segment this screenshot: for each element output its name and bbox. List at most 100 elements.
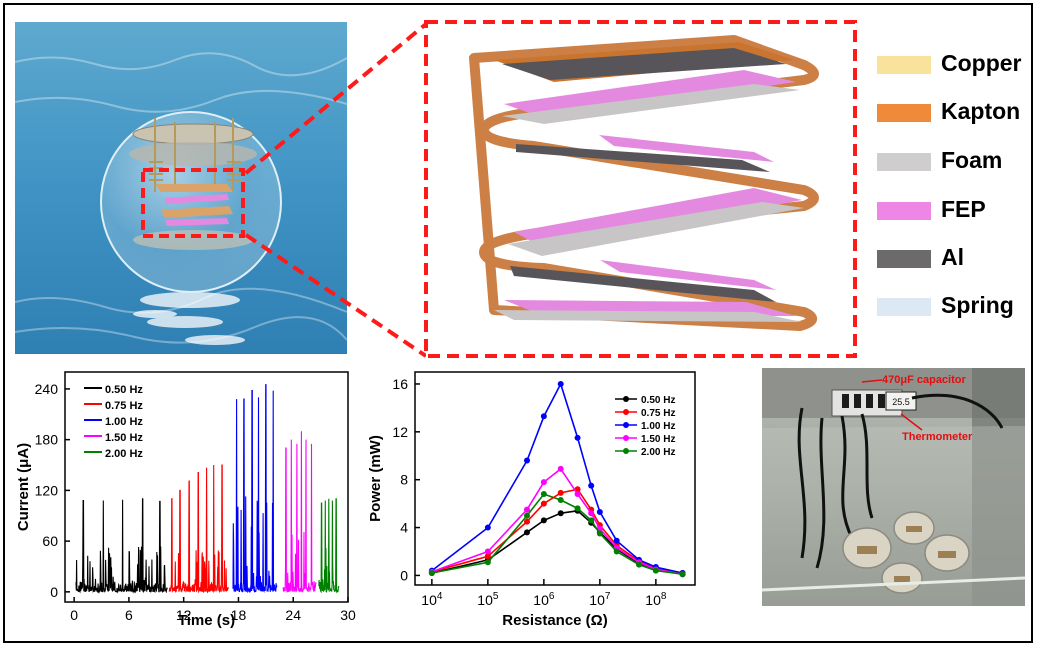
series-line bbox=[431, 488, 683, 574]
legend-marker bbox=[623, 396, 629, 402]
y-tick-label: 0 bbox=[400, 567, 408, 583]
legend-label: FEP bbox=[941, 196, 986, 222]
legend-item-kapton: Kapton bbox=[873, 98, 1033, 124]
series-line bbox=[431, 383, 683, 574]
data-point bbox=[596, 509, 603, 516]
x-tick-label: 104 bbox=[421, 591, 443, 608]
data-point bbox=[679, 571, 686, 578]
x-tick-label: 107 bbox=[589, 591, 611, 608]
capacitor-label: 470μF capacitor bbox=[882, 374, 966, 386]
legend-label: 2.00 Hz bbox=[641, 447, 675, 458]
legend-swatch bbox=[877, 104, 931, 122]
data-point bbox=[596, 530, 603, 537]
data-point bbox=[484, 524, 491, 531]
data-point bbox=[557, 465, 564, 472]
legend-item-foam: Foam bbox=[873, 147, 1033, 173]
legend-marker bbox=[623, 448, 629, 454]
multilayer-structure-diagram bbox=[424, 20, 857, 358]
data-point bbox=[574, 434, 581, 441]
legend-swatch bbox=[877, 250, 931, 268]
legend-marker bbox=[623, 409, 629, 415]
data-point bbox=[428, 570, 435, 577]
data-point bbox=[524, 518, 530, 525]
legend-label: 2.00 Hz bbox=[105, 448, 143, 460]
legend-marker bbox=[623, 422, 629, 428]
series-line bbox=[431, 468, 683, 575]
data-point bbox=[540, 500, 547, 507]
zoom-connector bbox=[244, 22, 428, 358]
y-tick-label: 8 bbox=[400, 472, 408, 488]
figure-border bbox=[3, 3, 1033, 643]
legend-item-al: Al bbox=[873, 244, 1033, 270]
y-axis-label: Current (μA) bbox=[15, 443, 32, 531]
y-tick-label: 240 bbox=[35, 381, 59, 397]
legend-marker bbox=[623, 435, 629, 441]
legend-label: 0.75 Hz bbox=[641, 408, 675, 419]
y-tick-label: 4 bbox=[400, 520, 408, 536]
legend-swatch bbox=[877, 298, 931, 316]
x-axis-label: Resistance (Ω) bbox=[502, 612, 607, 629]
sphere-on-water-image bbox=[15, 22, 347, 354]
legend-label: 1.00 Hz bbox=[105, 416, 143, 428]
x-tick-label: 106 bbox=[533, 591, 555, 608]
data-point bbox=[524, 506, 530, 513]
y-tick-label: 12 bbox=[392, 424, 408, 440]
data-point bbox=[574, 491, 581, 498]
legend-label: Spring bbox=[941, 292, 1014, 318]
data-point bbox=[524, 457, 530, 464]
x-tick-label: 0 bbox=[70, 607, 78, 623]
data-point bbox=[540, 413, 547, 420]
legend-label: 0.50 Hz bbox=[105, 384, 143, 396]
legend-swatch bbox=[877, 153, 931, 171]
legend-label: 1.50 Hz bbox=[641, 434, 675, 445]
series-line bbox=[232, 384, 278, 594]
series-line bbox=[75, 498, 168, 594]
legend-label: 1.50 Hz bbox=[105, 432, 143, 444]
zigzag-layers bbox=[469, 35, 819, 331]
thermometer-display: 25.5 bbox=[892, 397, 910, 407]
data-point bbox=[557, 497, 564, 504]
x-tick-label: 18 bbox=[231, 607, 247, 623]
legend-label: 0.50 Hz bbox=[641, 395, 675, 406]
setup-photo: 25.5 470μF capacitor Thermometer bbox=[762, 368, 1025, 606]
data-point bbox=[613, 548, 620, 555]
x-tick-label: 24 bbox=[285, 607, 301, 623]
legend-swatch bbox=[877, 56, 931, 74]
legend-label: Copper bbox=[941, 50, 1022, 76]
data-point bbox=[484, 548, 491, 555]
legend-label: Foam bbox=[941, 147, 1003, 173]
y-tick-label: 180 bbox=[35, 432, 59, 448]
series-line bbox=[318, 498, 340, 594]
legend-label: 0.75 Hz bbox=[105, 400, 143, 412]
x-tick-label: 105 bbox=[477, 591, 499, 608]
x-tick-label: 6 bbox=[125, 607, 133, 623]
data-point bbox=[540, 479, 547, 486]
data-point bbox=[652, 567, 659, 574]
data-point bbox=[574, 505, 581, 512]
y-axis-label: Power (mW) bbox=[367, 435, 384, 522]
legend-swatch bbox=[877, 202, 931, 220]
legend-label: Kapton bbox=[941, 98, 1021, 124]
x-tick-label: 30 bbox=[340, 607, 356, 623]
data-point bbox=[484, 553, 491, 560]
power-resistance-chart: 104 105 106 107 108 0 4 8 12 16 Resistance (Ω) Powe… bbox=[367, 371, 696, 629]
data-point bbox=[636, 561, 642, 568]
x-tick-label: 108 bbox=[645, 591, 667, 608]
y-tick-label: 0 bbox=[50, 584, 58, 600]
y-tick-label: 60 bbox=[42, 533, 58, 549]
y-tick-label: 120 bbox=[35, 482, 59, 498]
thermometer-label: Thermometer bbox=[902, 431, 973, 443]
legend-item-copper: Copper bbox=[873, 50, 1033, 76]
data-point bbox=[588, 482, 595, 489]
x-tick-label: 12 bbox=[176, 607, 192, 623]
plot-area bbox=[414, 371, 696, 586]
data-point bbox=[524, 512, 530, 519]
data-point bbox=[540, 491, 547, 498]
plot-area bbox=[64, 371, 349, 603]
data-point bbox=[484, 559, 491, 566]
data-point bbox=[524, 529, 530, 536]
current-time-chart: 0 6 12 18 24 30 0 60 120 180 240 Time (s) Current (μ… bbox=[15, 371, 356, 629]
legend-item-spring: Spring bbox=[873, 292, 1033, 318]
data-point bbox=[588, 517, 595, 524]
